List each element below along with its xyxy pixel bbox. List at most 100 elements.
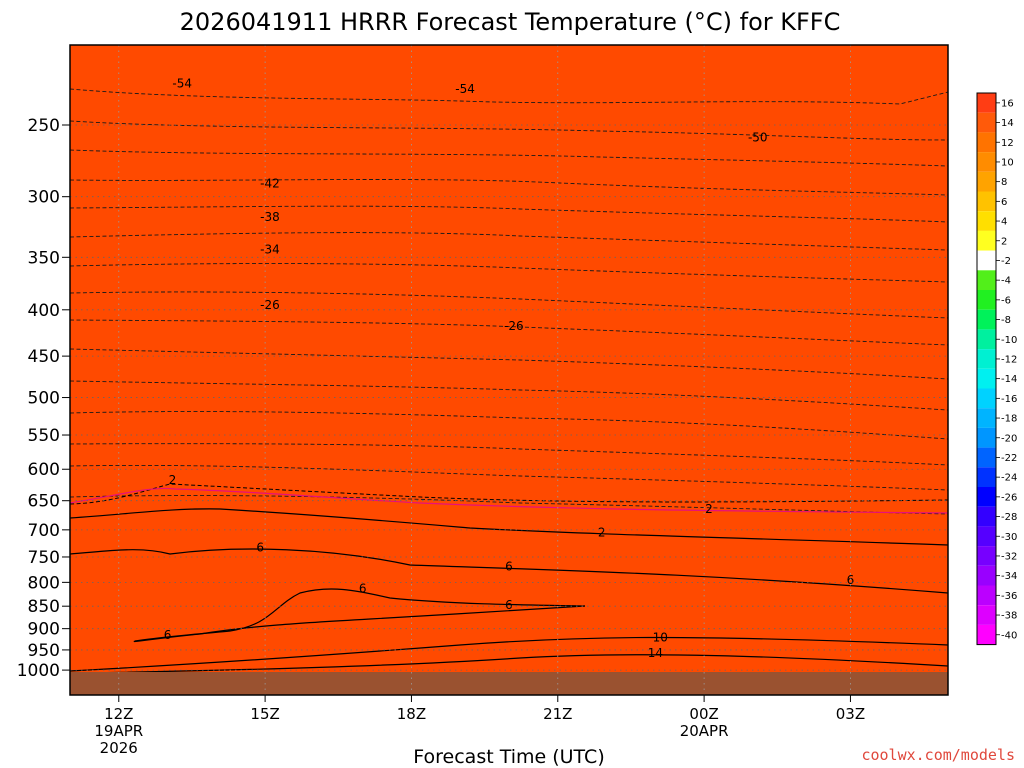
colorbar-label--32: -32 bbox=[1001, 551, 1017, 562]
contour-label-16: 6 bbox=[164, 628, 172, 642]
colorbar-label--10: -10 bbox=[1001, 335, 1017, 346]
colorbar-label--12: -12 bbox=[1001, 354, 1017, 365]
x-tick-label-20APR: 20APR bbox=[680, 722, 729, 740]
contour-label-9: 2 bbox=[705, 502, 713, 516]
x-tick-label-21Z: 21Z bbox=[543, 705, 572, 723]
colorbar-frame bbox=[976, 92, 997, 646]
colorbar-label--8: -8 bbox=[1001, 315, 1011, 326]
isotherm-dashed-8 bbox=[70, 319, 948, 346]
colorbar-swatch--14 bbox=[977, 368, 996, 389]
contour-label-5: -34 bbox=[260, 242, 280, 256]
contour-label-8: 2 bbox=[169, 473, 177, 487]
credit-text: coolwx.com/models bbox=[861, 746, 1015, 764]
isotherm-solid-5 bbox=[84, 654, 948, 674]
colorbar-label--16: -16 bbox=[1001, 394, 1017, 405]
x-tick-label-2026: 2026 bbox=[100, 739, 138, 757]
x-tick-label-03Z: 03Z bbox=[836, 705, 865, 723]
colorbar-label-10: 10 bbox=[1001, 157, 1014, 168]
colorbar-label--6: -6 bbox=[1001, 295, 1011, 306]
contour-label-10: 2 bbox=[598, 526, 606, 540]
isotherm-contours bbox=[70, 88, 948, 674]
x-tick-label-12Z: 12Z bbox=[104, 705, 133, 723]
colorbar-label-4: 4 bbox=[1001, 217, 1007, 228]
x-tick-label-15Z: 15Z bbox=[250, 705, 279, 723]
isotherm-dashed-10 bbox=[70, 380, 948, 411]
colorbar-label--14: -14 bbox=[1001, 374, 1017, 385]
colorbar: 16 14 12 10 8 6 4 2 -2 -4 -6 -8 -10 -12 -14 -16 -18 -20 -2… bbox=[976, 92, 1017, 646]
colorbar-label--26: -26 bbox=[1001, 492, 1017, 503]
isotherm-dashed-12 bbox=[70, 443, 948, 466]
y-tick-label-800: 800 bbox=[28, 573, 60, 593]
colorbar-swatch--16 bbox=[977, 388, 996, 409]
colorbar-label--36: -36 bbox=[1001, 591, 1017, 602]
contour-label-7: -26 bbox=[504, 319, 524, 333]
y-tick-label-850: 850 bbox=[28, 597, 60, 617]
contour-label-3: -42 bbox=[260, 176, 280, 190]
colorbar-label-16: 16 bbox=[1001, 98, 1014, 109]
colorbar-swatch--20 bbox=[977, 427, 996, 448]
colorbar-label-8: 8 bbox=[1001, 177, 1007, 188]
colorbar-label-2: 2 bbox=[1001, 236, 1007, 247]
isotherm-dashed-0 bbox=[70, 88, 948, 105]
contour-label-1: -54 bbox=[455, 82, 475, 96]
contour-label-0: -54 bbox=[172, 77, 192, 91]
colorbar-swatch-4 bbox=[977, 211, 996, 231]
y-tick-label-900: 900 bbox=[28, 620, 60, 640]
colorbar-swatch--38 bbox=[977, 605, 996, 625]
isotherm-solid-1 bbox=[70, 548, 948, 594]
colorbar-swatch-10 bbox=[977, 152, 996, 172]
y-tick-label-500: 500 bbox=[28, 389, 60, 409]
plot-frame bbox=[69, 44, 949, 696]
x-tick-label-00Z: 00Z bbox=[689, 705, 718, 723]
colorbar-label-6: 6 bbox=[1001, 197, 1007, 208]
y-tick-label-550: 550 bbox=[28, 426, 60, 446]
contour-label-15: 6 bbox=[505, 598, 513, 612]
isotherm-dashed-6 bbox=[70, 263, 948, 283]
isotherm-solid-0 bbox=[70, 508, 948, 546]
y-tick-label-300: 300 bbox=[28, 188, 60, 208]
isotherm-solid-3 bbox=[133, 605, 586, 643]
contour-label-17: 10 bbox=[653, 630, 668, 644]
isotherm-dashed-2 bbox=[70, 149, 948, 167]
y-tick-label-250: 250 bbox=[28, 116, 60, 136]
colorbar-label--28: -28 bbox=[1001, 512, 1017, 523]
x-tick-label-19APR: 19APR bbox=[94, 722, 143, 740]
colorbar-swatch--24 bbox=[977, 467, 996, 487]
colorbar-swatch--28 bbox=[977, 506, 996, 527]
x-tick-label-18Z: 18Z bbox=[397, 705, 426, 723]
colorbar-label--2: -2 bbox=[1001, 256, 1011, 267]
y-tick-label-750: 750 bbox=[28, 548, 60, 568]
colorbar-swatch-16 bbox=[977, 93, 996, 113]
y-tick-label-400: 400 bbox=[28, 301, 60, 321]
colorbar-swatch--36 bbox=[977, 585, 996, 606]
colorbar-swatch--32 bbox=[977, 546, 996, 566]
colorbar-label--22: -22 bbox=[1001, 453, 1017, 464]
colorbar-label--20: -20 bbox=[1001, 433, 1017, 444]
colorbar-label-12: 12 bbox=[1001, 138, 1014, 149]
y-tick-label-650: 650 bbox=[28, 492, 60, 512]
isotherm-dashed-14 bbox=[70, 495, 948, 515]
colorbar-swatch-6 bbox=[977, 191, 996, 212]
y-tick-label-600: 600 bbox=[28, 460, 60, 480]
colorbar-label-14: 14 bbox=[1001, 118, 1014, 129]
colorbar-swatch-14 bbox=[977, 112, 996, 133]
isotherm-magenta bbox=[70, 487, 948, 514]
isotherm-dashed-5 bbox=[70, 232, 948, 251]
colorbar-label--34: -34 bbox=[1001, 571, 1017, 582]
colorbar-swatch--34 bbox=[977, 565, 996, 586]
colorbar-swatch--6 bbox=[977, 290, 996, 310]
x-axis-label: Forecast Time (UTC) bbox=[413, 746, 604, 768]
colorbar-label--30: -30 bbox=[1001, 532, 1017, 543]
contour-label-11: 6 bbox=[256, 540, 264, 554]
colorbar-label--38: -38 bbox=[1001, 611, 1017, 622]
colorbar-label--4: -4 bbox=[1001, 276, 1011, 287]
colorbar-swatch--22 bbox=[977, 447, 996, 468]
colorbar-swatch--40 bbox=[977, 624, 996, 645]
y-tick-label-1000: 1000 bbox=[17, 661, 60, 681]
isotherm-dashed-4 bbox=[70, 205, 948, 223]
isotherm-dashed-13 bbox=[70, 464, 948, 491]
colorbar-swatch--26 bbox=[977, 487, 996, 507]
colorbar-label--40: -40 bbox=[1001, 630, 1017, 641]
colorbar-swatch-12 bbox=[977, 132, 996, 153]
